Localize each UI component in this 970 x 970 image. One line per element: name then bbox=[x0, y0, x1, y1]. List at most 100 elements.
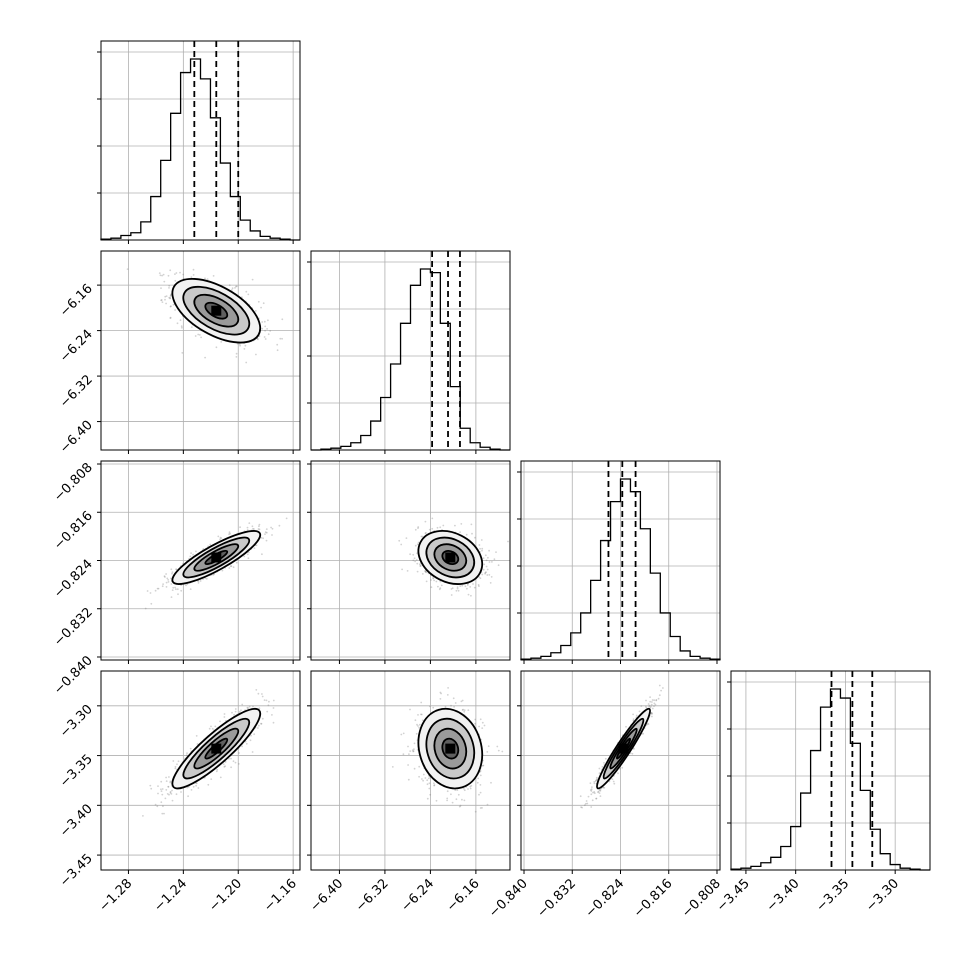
scatter-point bbox=[265, 528, 268, 530]
scatter-point bbox=[398, 539, 401, 542]
scatter-point bbox=[172, 586, 175, 589]
scatter-point bbox=[170, 568, 173, 571]
scatter-point bbox=[428, 705, 431, 708]
scatter-point bbox=[261, 695, 264, 698]
scatter-point bbox=[446, 790, 449, 793]
scatter-point bbox=[169, 297, 172, 299]
scatter-point bbox=[258, 528, 261, 531]
scatter-point bbox=[219, 536, 222, 539]
x-tick-label: −0.840 bbox=[486, 876, 531, 921]
scatter-point bbox=[417, 714, 419, 716]
scatter-point bbox=[174, 309, 177, 311]
scatter-point bbox=[418, 726, 420, 729]
scatter-point bbox=[421, 573, 424, 575]
scatter-point bbox=[497, 749, 500, 752]
scatter-point bbox=[222, 763, 225, 765]
scatter-point bbox=[154, 803, 157, 806]
scatter-point bbox=[484, 554, 487, 557]
y-tick-label: −6.32 bbox=[57, 372, 96, 411]
scatter-point bbox=[208, 727, 211, 730]
scatter-point bbox=[197, 333, 200, 336]
scatter-point bbox=[202, 548, 205, 550]
scatter-point bbox=[479, 547, 481, 550]
scatter-point bbox=[263, 320, 266, 323]
scatter-point bbox=[451, 587, 454, 589]
panel-frame bbox=[100, 460, 301, 661]
scatter-point bbox=[408, 753, 410, 755]
scatter-point bbox=[161, 788, 164, 790]
scatter-point bbox=[228, 533, 230, 536]
scatter-point bbox=[247, 293, 250, 296]
scatter-point bbox=[501, 750, 504, 753]
scatter-point bbox=[234, 287, 236, 289]
scatter-point bbox=[254, 310, 257, 312]
scatter-point bbox=[238, 343, 241, 346]
scatter-point bbox=[176, 763, 178, 766]
scatter-point bbox=[217, 535, 220, 538]
scatter-point bbox=[182, 273, 185, 276]
density-peak bbox=[445, 552, 456, 563]
scatter-point bbox=[439, 580, 442, 583]
scatter-point bbox=[246, 529, 249, 531]
scatter-point bbox=[428, 787, 431, 790]
scatter-point bbox=[199, 580, 202, 582]
scatter-point bbox=[251, 278, 254, 281]
scatter-point bbox=[454, 524, 456, 527]
scatter-point bbox=[478, 585, 480, 587]
scatter-point bbox=[255, 353, 257, 356]
scatter-point bbox=[271, 527, 274, 530]
scatter-point bbox=[215, 770, 218, 773]
scatter-point bbox=[161, 585, 164, 588]
scatter-point bbox=[481, 547, 484, 550]
scatter-point bbox=[428, 528, 431, 531]
scatter-point bbox=[245, 742, 248, 745]
scatter-point bbox=[640, 705, 643, 707]
scatter-point bbox=[463, 709, 466, 711]
scatter-point bbox=[470, 594, 472, 597]
scatter-point bbox=[479, 784, 482, 786]
scatter-point bbox=[264, 533, 266, 535]
scatter-point bbox=[241, 745, 244, 748]
scatter-point bbox=[485, 559, 488, 562]
scatter-point bbox=[587, 795, 590, 798]
scatter-point bbox=[174, 273, 176, 275]
contour-line bbox=[171, 530, 262, 585]
scatter-point bbox=[159, 274, 162, 277]
scatter-point bbox=[272, 699, 275, 702]
scatter-point bbox=[212, 275, 215, 277]
scatter-point bbox=[169, 317, 172, 319]
scatter-point bbox=[165, 780, 168, 782]
x-tick-label: −3.45 bbox=[714, 876, 753, 915]
scatter-point bbox=[484, 572, 486, 575]
scatter-point bbox=[453, 706, 455, 708]
scatter-point bbox=[168, 793, 170, 796]
scatter-point bbox=[413, 557, 416, 560]
histogram-steps bbox=[311, 268, 510, 451]
scatter-point bbox=[168, 776, 170, 778]
scatter-point bbox=[430, 579, 432, 581]
scatter-point bbox=[197, 787, 200, 789]
scatter-point bbox=[436, 526, 439, 529]
scatter-point bbox=[417, 526, 420, 528]
scatter-point bbox=[470, 523, 473, 526]
scatter-point bbox=[435, 799, 438, 802]
scatter-point bbox=[179, 271, 181, 274]
scatter-point bbox=[261, 327, 264, 330]
scatter-point bbox=[255, 689, 258, 691]
scatter-panel: −0.840−0.832−0.824−0.816−0.808 bbox=[486, 670, 724, 921]
scatter-point bbox=[230, 757, 232, 760]
scatter-point bbox=[474, 722, 476, 725]
y-tick-label: −3.45 bbox=[57, 851, 96, 890]
scatter-point bbox=[416, 570, 419, 573]
scatter-point bbox=[415, 559, 418, 561]
scatter-point bbox=[424, 570, 427, 573]
scatter-point bbox=[192, 553, 195, 556]
scatter-point bbox=[244, 344, 247, 347]
scatter-point bbox=[463, 789, 466, 792]
scatter-point bbox=[426, 779, 429, 782]
scatter-point bbox=[160, 780, 163, 783]
scatter-point bbox=[162, 273, 165, 276]
scatter-point bbox=[165, 573, 168, 575]
density-fill bbox=[172, 708, 261, 789]
scatter-point bbox=[261, 321, 264, 323]
